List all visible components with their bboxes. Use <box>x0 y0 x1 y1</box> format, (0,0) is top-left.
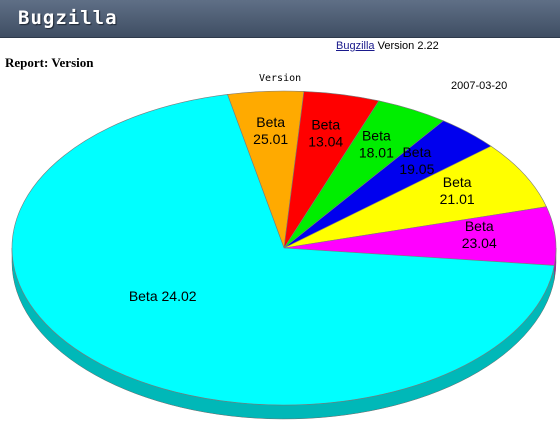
pie-slice-label-4: Beta 21.01 <box>440 174 475 207</box>
pie-slice-label-3: Beta 19.05 <box>399 144 434 177</box>
pie-slice-label-0: Beta 25.01 <box>253 114 288 147</box>
pie-slice-label-5: Beta 23.04 <box>462 218 497 251</box>
pie-slice-label-2: Beta 18.01 <box>359 127 394 160</box>
pie-slice-label-1: Beta 13.04 <box>308 117 343 150</box>
pie-slice-label-6: Beta 24.02 <box>129 288 197 304</box>
